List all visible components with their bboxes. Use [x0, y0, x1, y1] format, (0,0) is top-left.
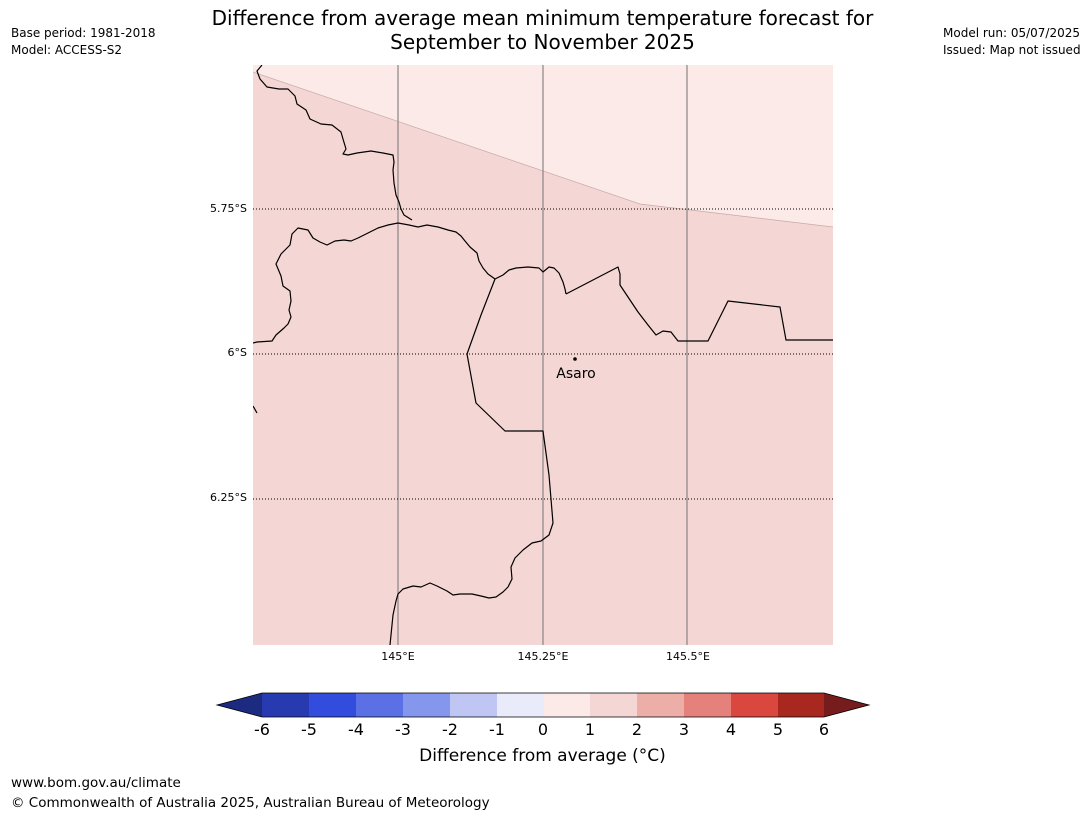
boundary-line	[253, 405, 258, 414]
map-title: Difference from average mean minimum tem…	[190, 6, 895, 54]
band-boundary	[253, 71, 833, 228]
colorbar-tick: 6	[818, 720, 830, 739]
colorbar-tick: -5	[301, 720, 317, 739]
footer-url: www.bom.gov.au/climate	[11, 775, 181, 791]
meta-left: Base period: 1981-2018 Model: ACCESS-S2	[11, 25, 156, 59]
colorbar-tick: -2	[442, 720, 458, 739]
colorbar-tick: -4	[348, 720, 364, 739]
model-run-text: Model run: 05/07/2025	[943, 26, 1081, 40]
colorbar-segment	[544, 693, 590, 717]
lat-label-3: 6.25°S	[210, 491, 247, 504]
colorbar-segment	[403, 693, 450, 717]
colorbar-segment	[262, 693, 309, 717]
lon-label-2: 145.25°E	[517, 650, 569, 663]
meta-right: Model run: 05/07/2025 Issued: Map not is…	[943, 25, 1081, 59]
colorbar-segment	[684, 693, 731, 717]
colorbar-segment	[778, 693, 824, 717]
title-line-1: Difference from average mean minimum tem…	[211, 6, 874, 30]
boundary-line	[256, 65, 413, 221]
lat-label-1: 5.75°S	[210, 202, 247, 215]
colorbar-tick: -1	[489, 720, 505, 739]
colorbar-outline	[215, 692, 871, 718]
base-period-text: Base period: 1981-2018	[11, 26, 156, 40]
colorbar	[215, 692, 871, 718]
colorbar-tick: 1	[584, 720, 596, 739]
colorbar-tick: 4	[725, 720, 737, 739]
province-boundaries	[253, 65, 833, 645]
boundary-line	[565, 266, 833, 342]
lon-label-3: 145.5°E	[666, 650, 710, 663]
colorbar-extend-high	[824, 693, 869, 717]
colorbar-segment	[637, 693, 684, 717]
colorbar-segment	[450, 693, 497, 717]
boundary-line	[253, 222, 567, 344]
colorbar-segment	[590, 693, 637, 717]
lon-label-1: 145°E	[381, 650, 415, 663]
colorbar-segment	[497, 693, 544, 717]
title-line-2: September to November 2025	[390, 30, 695, 54]
footer-copyright: © Commonwealth of Australia 2025, Austra…	[11, 795, 490, 811]
colorbar-tick: 0	[537, 720, 549, 739]
model-text: Model: ACCESS-S2	[11, 43, 123, 57]
colorbar-tick: 5	[772, 720, 784, 739]
place-marker	[573, 357, 577, 361]
place-label: Asaro	[556, 366, 595, 382]
forecast-map: Asaro	[253, 65, 833, 645]
issued-text: Issued: Map not issued	[943, 43, 1081, 57]
colorbar-tick: 2	[631, 720, 643, 739]
boundary-line	[389, 278, 554, 645]
lat-label-2: 6°S	[227, 346, 247, 359]
colorbar-segment	[356, 693, 403, 717]
colorbar-segment	[309, 693, 356, 717]
colorbar-segment	[731, 693, 778, 717]
colorbar-tick: -3	[395, 720, 411, 739]
colorbar-tick: 3	[678, 720, 690, 739]
colorbar-extend-low	[217, 693, 262, 717]
colorbar-tick: -6	[254, 720, 270, 739]
colorbar-label: Difference from average (°C)	[419, 746, 666, 766]
